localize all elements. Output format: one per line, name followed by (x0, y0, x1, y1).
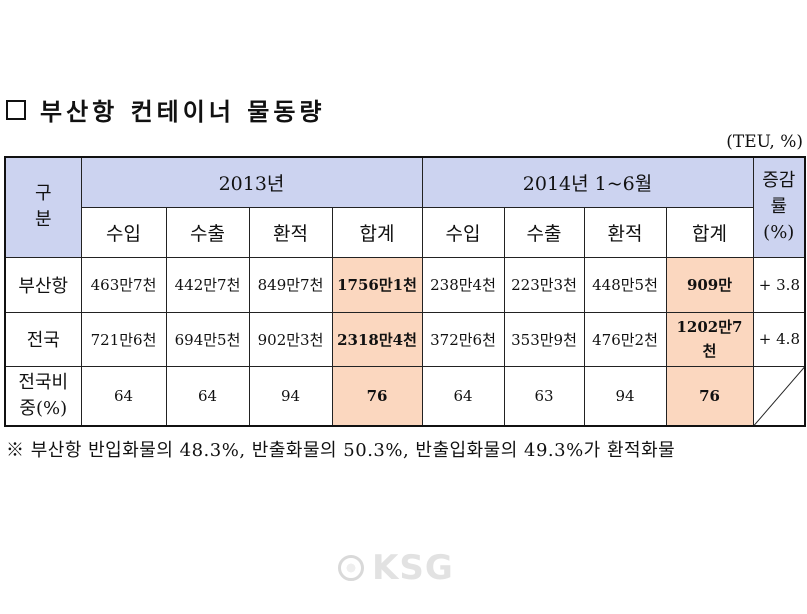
cell-total: 1202만7천 (665, 311, 754, 367)
unit-label: (TEU, %) (726, 132, 803, 152)
cell-value: 476만2천 (583, 311, 667, 367)
header-category-line2: 분 (34, 209, 52, 231)
cell-empty-diagonal (752, 365, 806, 427)
cell-value: 94 (248, 365, 333, 427)
cell-value: 849만7천 (248, 256, 333, 313)
cell-value: 64 (80, 365, 167, 427)
header-2014: 2014년 1~6월 (421, 156, 754, 208)
cell-value: 463만7천 (80, 256, 167, 313)
header-category-line1: 구 (34, 183, 52, 205)
table-row: 전국비 중(%) 64 64 94 76 64 63 94 76 (4, 365, 806, 427)
sub-header-total: 합계 (331, 206, 423, 258)
header-rate-line2: 률 (770, 196, 788, 218)
sub-header-import: 수입 (421, 206, 505, 258)
watermark: KSG (338, 548, 454, 588)
row-label-line1: 전국비 (18, 371, 69, 393)
table-row: 전국 721만6천 694만5천 902만3천 2318만4천 372만6천 3… (4, 311, 806, 367)
cell-value: 902만3천 (248, 311, 333, 367)
sub-header-export: 수출 (503, 206, 585, 258)
cell-rate: + 3.8 (752, 256, 806, 313)
cell-rate: + 4.8 (752, 311, 806, 367)
page-title: 부산항 컨테이너 물동량 (6, 92, 326, 127)
header-rate-line1: 증감 (762, 170, 796, 192)
cell-value: 721만6천 (80, 311, 167, 367)
cell-total: 909만 (665, 256, 754, 313)
checkbox-square-icon (6, 99, 26, 120)
header-change-rate: 증감 률 (%) (752, 156, 806, 258)
cell-total: 76 (665, 365, 754, 427)
header-2013: 2013년 (80, 156, 423, 208)
cell-value: 238만4천 (421, 256, 505, 313)
cell-total: 1756만1천 (331, 256, 423, 313)
container-volume-table: 구 분 2013년 2014년 1~6월 증감 률 (%) 수입 수출 환적 합… (4, 156, 806, 427)
sub-header-transship: 환적 (583, 206, 667, 258)
cell-value: 63 (503, 365, 585, 427)
cell-value: 223만3천 (503, 256, 585, 313)
footnote: ※ 부산항 반입화물의 48.3%, 반출화물의 50.3%, 반출입화물의 4… (6, 440, 676, 461)
row-label: 전국비 중(%) (4, 365, 82, 427)
cell-total: 76 (331, 365, 423, 427)
diagonal-line-icon (754, 367, 803, 424)
cell-value: 94 (583, 365, 667, 427)
watermark-text: KSG (372, 548, 454, 588)
cell-value: 448만5천 (583, 256, 667, 313)
row-label: 부산항 (4, 256, 82, 313)
cell-value: 64 (165, 365, 250, 427)
sub-header-total: 합계 (665, 206, 754, 258)
sub-header-export: 수출 (165, 206, 250, 258)
header-rate-line3: (%) (763, 222, 795, 244)
cell-value: 64 (421, 365, 505, 427)
seal-icon (338, 555, 364, 581)
cell-value: 372만6천 (421, 311, 505, 367)
title-text: 부산항 컨테이너 물동량 (40, 98, 326, 126)
sub-header-import: 수입 (80, 206, 167, 258)
row-label: 전국 (4, 311, 82, 367)
row-label-line2: 중(%) (19, 397, 68, 419)
sub-header-transship: 환적 (248, 206, 333, 258)
cell-value: 442만7천 (165, 256, 250, 313)
cell-total: 2318만4천 (331, 311, 423, 367)
cell-value: 694만5천 (165, 311, 250, 367)
cell-value: 353만9천 (503, 311, 585, 367)
header-category: 구 분 (4, 156, 82, 258)
table-row: 부산항 463만7천 442만7천 849만7천 1756만1천 238만4천 … (4, 256, 806, 313)
